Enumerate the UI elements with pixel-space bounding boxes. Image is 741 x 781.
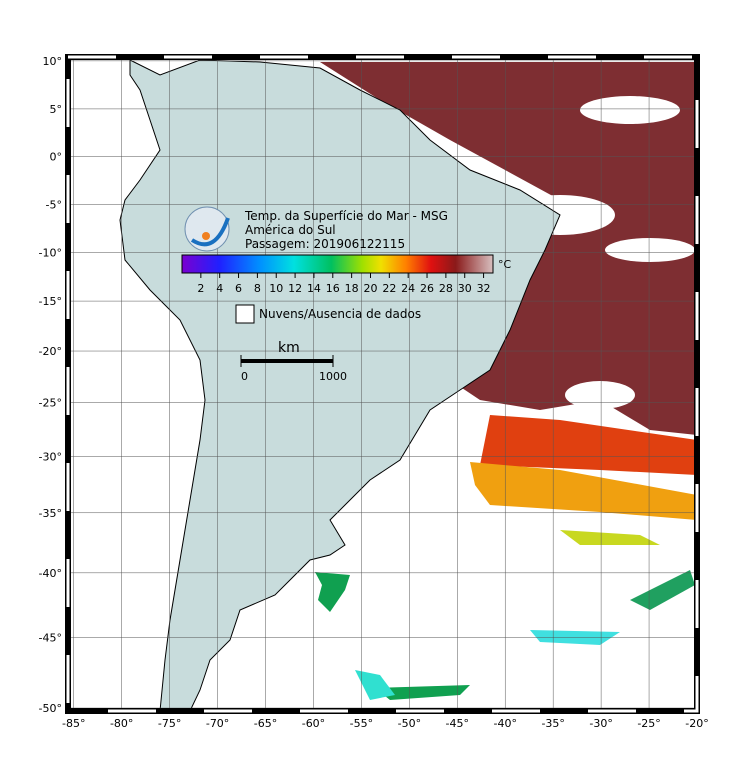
cloud <box>580 96 680 124</box>
scale-bar <box>241 359 333 363</box>
lon-tick-label: -65° <box>254 717 277 730</box>
lat-tick-label: -20° <box>39 345 62 358</box>
colorbar-tick-label: 4 <box>216 282 223 295</box>
lon-tick-label: -30° <box>589 717 612 730</box>
lat-tick-label: -40° <box>39 567 62 580</box>
lon-tick-label: -35° <box>541 717 564 730</box>
lon-tick-label: -75° <box>158 717 181 730</box>
lon-tick-label: -25° <box>637 717 660 730</box>
colorbar-tick-label: 22 <box>382 282 396 295</box>
lon-tick-label: -45° <box>446 717 469 730</box>
colorbar-tick-label: 24 <box>401 282 415 295</box>
colorbar-tick-label: 12 <box>288 282 302 295</box>
colorbar-tick-label: 28 <box>439 282 453 295</box>
lat-tick-label: -10° <box>39 246 62 259</box>
lat-tick-label: -35° <box>39 507 62 520</box>
land <box>119 59 561 711</box>
scale-unit: km <box>278 340 300 356</box>
region: América do Sul <box>245 223 336 237</box>
colorbar-tick-label: 6 <box>235 282 242 295</box>
lon-tick-label: -70° <box>206 717 229 730</box>
title: Temp. da Superfície do Mar - MSG <box>244 209 448 223</box>
cloud <box>565 381 635 409</box>
lon-tick-label: -50° <box>398 717 421 730</box>
map-area <box>68 57 697 711</box>
lon-tick-label: -80° <box>110 717 133 730</box>
lat-tick-label: -30° <box>39 450 62 463</box>
lat-tick-label: -5° <box>46 198 62 211</box>
lat-tick-label: 10° <box>43 55 63 68</box>
lat-tick-label: -25° <box>39 397 62 410</box>
pass: Passagem: 201906122115 <box>245 237 405 251</box>
lat-tick-label: -50° <box>39 702 62 715</box>
legend-label: Nuvens/Ausencia de dados <box>259 307 421 321</box>
colorbar-tick-label: 32 <box>477 282 491 295</box>
lat-tick-label: -45° <box>39 631 62 644</box>
lat-tick-label: 5° <box>50 103 63 116</box>
lon-tick-label: -20° <box>685 717 708 730</box>
logo-arrow <box>190 217 230 247</box>
colorbar-tick-label: 2 <box>197 282 204 295</box>
colorbar-tick-label: 20 <box>363 282 377 295</box>
colorbar-tick-label: 30 <box>458 282 472 295</box>
sst-cyan <box>355 670 395 700</box>
sst-green <box>630 570 695 610</box>
legend-swatch <box>235 304 255 324</box>
colorbar-tick-label: 16 <box>326 282 340 295</box>
scale-tick-label: 0 <box>241 370 248 383</box>
colorbar-tick-label: 14 <box>307 282 321 295</box>
sst-red <box>480 415 697 475</box>
sst-orange <box>470 462 697 520</box>
sst-yellow <box>560 530 660 545</box>
cloud <box>605 238 695 262</box>
sst-warm <box>320 62 697 435</box>
lon-tick-label: -40° <box>493 717 516 730</box>
colorbar-tick-label: 26 <box>420 282 434 295</box>
sst-green <box>315 572 350 612</box>
scale-tick-label: 1000 <box>319 370 347 383</box>
colorbar-tick-label: 8 <box>254 282 261 295</box>
lon-tick-label: -60° <box>302 717 325 730</box>
lon-tick-label: -55° <box>350 717 373 730</box>
lat-tick-label: 0° <box>50 151 63 164</box>
colorbar-unit: °C <box>498 258 512 271</box>
lat-tick-label: -15° <box>39 295 62 308</box>
lon-tick-label: -85° <box>62 717 85 730</box>
colorbar-tick-label: 18 <box>345 282 359 295</box>
colorbar <box>181 254 494 274</box>
frame-pattern <box>66 55 699 713</box>
logo-dot <box>202 232 210 240</box>
sst-green <box>375 685 470 700</box>
colorbar-tick-label: 10 <box>269 282 283 295</box>
